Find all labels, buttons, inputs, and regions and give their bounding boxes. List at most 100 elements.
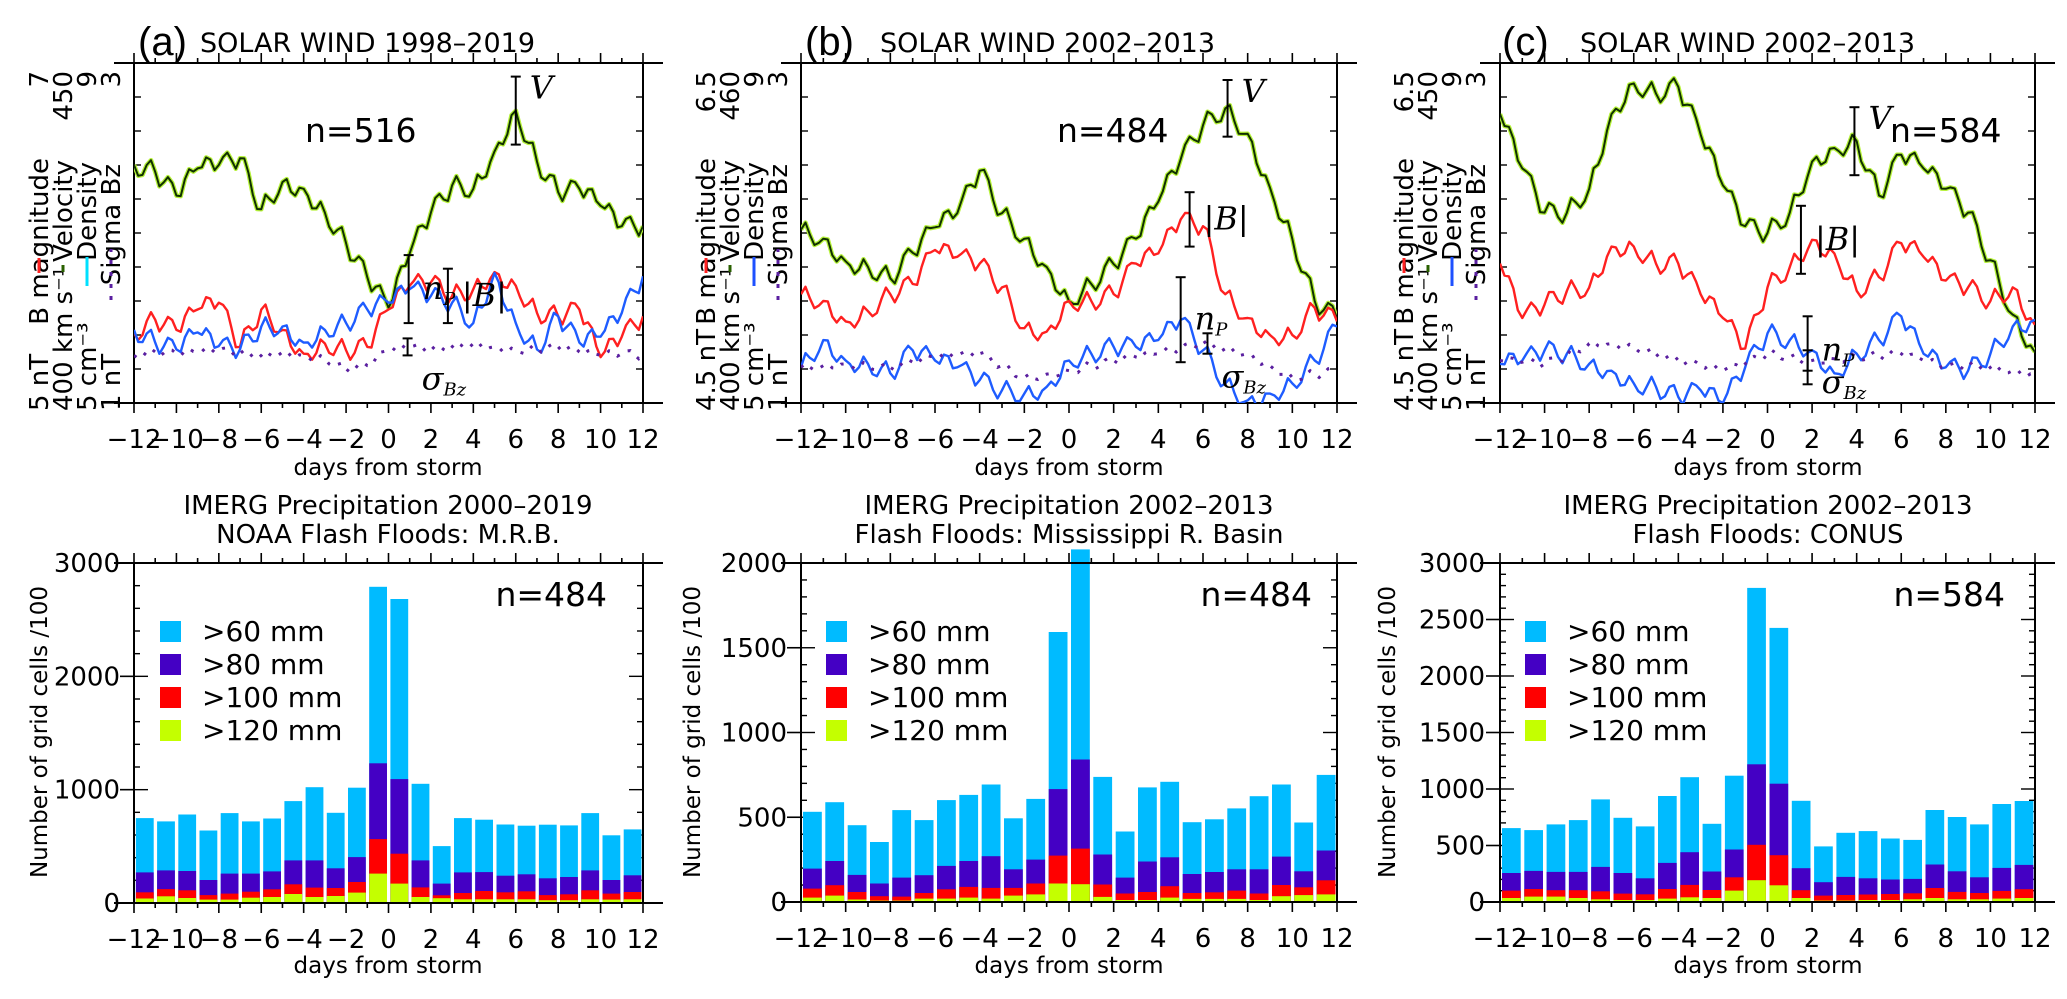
bar-120mm — [242, 897, 260, 903]
panel-c-bottom: IMERG Precipitation 2002–2013 Flash Floo… — [1375, 491, 2005, 979]
bar-stack — [560, 825, 578, 903]
precip-c-xtick-label: −6 — [1615, 924, 1653, 954]
panel-b-top: (b) SOLAR WIND 2002–2013 n=484 days from… — [805, 20, 1215, 481]
velocity-line — [1500, 77, 2035, 353]
bar-100mm — [623, 892, 642, 903]
ytick-label: 2000 — [54, 662, 120, 692]
b-magnitude-line — [1500, 238, 2035, 351]
axis-max-label: 3 — [97, 71, 127, 88]
solar-wind-c-xtick-label: 6 — [1893, 425, 1910, 455]
solar-wind-a-xtick-label: 6 — [507, 425, 524, 455]
legend-label: >120 mm — [202, 714, 342, 747]
panel-a-bottom-subtitle: NOAA Flash Floods: M.R.B. — [216, 520, 560, 550]
axis-min-unit-label: 400 km s⁻¹ — [1414, 267, 1444, 411]
bar-stack — [454, 818, 472, 903]
bar-stack — [305, 787, 324, 903]
bar-stack — [326, 812, 345, 903]
panel-b-bottom-title: IMERG Precipitation 2002–2013 — [864, 491, 1273, 521]
panel-a-bottom-title: IMERG Precipitation 2000–2019 — [183, 491, 592, 521]
axis-max-label: 450 — [49, 71, 79, 121]
bar-100mm — [870, 896, 889, 902]
legend-swatch — [160, 720, 181, 741]
annotation-b-magnitude: |B| — [1815, 220, 1860, 258]
bar-stack — [1591, 799, 1610, 902]
bar-80mm — [892, 877, 912, 902]
bar-100mm — [1947, 891, 1967, 902]
solar-wind-c-xtick-label: −2 — [1704, 425, 1742, 455]
bar-100mm — [220, 893, 239, 903]
legend-label: >80 mm — [202, 648, 325, 681]
bar-120mm — [1502, 898, 1521, 902]
bar-120mm — [1747, 880, 1766, 902]
series-group — [134, 108, 643, 375]
bar-120mm — [959, 897, 979, 902]
solar-wind-a-xtick-label: −6 — [242, 425, 280, 455]
bar-100mm — [602, 893, 621, 903]
bar-120mm — [1791, 898, 1811, 902]
bar-120mm — [560, 900, 578, 903]
bar-120mm — [411, 897, 430, 903]
axis-quantity-label: Density — [73, 162, 103, 261]
legend-label: >80 mm — [1567, 648, 1690, 681]
axis-max-label: 9 — [73, 71, 103, 88]
axis-quantity-label: Sigma Bz — [97, 164, 127, 285]
bar-120mm — [847, 899, 867, 902]
error-bar: V — [1849, 99, 1894, 177]
precip-c-xtick-label: −8 — [1570, 924, 1608, 954]
bar-stack — [178, 814, 197, 903]
bar-stack — [1524, 830, 1543, 902]
bar-stack — [263, 818, 281, 903]
panel-c-bottom-subtitle: Flash Floods: CONUS — [1632, 520, 1903, 550]
density-line — [801, 316, 1337, 403]
panel-b-bottom-ylabel: Number of grid cells /100 — [680, 586, 706, 878]
legend-swatch — [826, 654, 847, 675]
bar-stack — [242, 821, 260, 903]
bar-120mm — [1947, 899, 1967, 902]
solar-wind-a-xtick-label: −12 — [107, 425, 162, 455]
precip-c-xtick-label: 10 — [1974, 924, 2007, 954]
bar-120mm — [1182, 898, 1202, 902]
sigma-bz-line — [1500, 339, 2035, 379]
precip-c-xtick-label: −10 — [1517, 924, 1572, 954]
bar-120mm — [1568, 898, 1588, 902]
error-bar: V — [1222, 72, 1268, 138]
precip-b-xtick-label: −8 — [871, 924, 909, 954]
bar-120mm — [1546, 896, 1566, 902]
panel-a-bottom-ylabel: Number of grid cells /100 — [27, 586, 53, 878]
b-magnitude-line — [801, 211, 1337, 347]
bar-120mm — [517, 899, 536, 903]
solar-wind-b-xtick-label: −8 — [871, 425, 909, 455]
panel-a-bottom-xlabel: days from storm — [294, 953, 483, 979]
annotation-np-subscript: P — [1214, 320, 1228, 341]
panel-a-title: SOLAR WIND 1998–2019 — [200, 28, 535, 59]
ytick-label: 0 — [770, 888, 787, 918]
ytick-label: 500 — [737, 803, 787, 833]
axis-min-unit-label: 4.5 nT — [692, 329, 722, 411]
bar-120mm — [1658, 898, 1677, 902]
legend-label: >60 mm — [1567, 615, 1690, 648]
bar-100mm — [538, 895, 557, 903]
solar-wind-c-xtick-label: 0 — [1759, 425, 1776, 455]
bar-stack — [1680, 777, 1699, 902]
solar-wind-b-xtick-label: 10 — [1276, 425, 1309, 455]
bar-100mm — [1613, 893, 1633, 902]
bar-stack — [369, 586, 387, 903]
axis-max-label: 9 — [740, 71, 770, 88]
bar-stack — [1635, 826, 1655, 902]
axis-quantity-label: Density — [740, 162, 770, 261]
annotation-v: V — [1242, 72, 1268, 110]
precip-c-xtick-label: −2 — [1704, 924, 1742, 954]
bar-stack — [1026, 798, 1046, 902]
panel-label-b: (b) — [805, 20, 854, 64]
bar-120mm — [1769, 885, 1789, 902]
precip-panel-a: −12−10−8 −6 −4 −2 0 2 4 6 8 10 120100020003000>60 … — [54, 549, 663, 955]
bar-stack — [1160, 781, 1180, 902]
axis-quantity-label: B magnitude — [1390, 158, 1420, 325]
axis-min-unit-label: 1 nT — [97, 354, 127, 411]
bar-stack — [1881, 838, 1900, 902]
bar-stack — [1316, 774, 1336, 902]
bar-100mm — [892, 896, 912, 902]
bar-stack — [1702, 823, 1722, 902]
